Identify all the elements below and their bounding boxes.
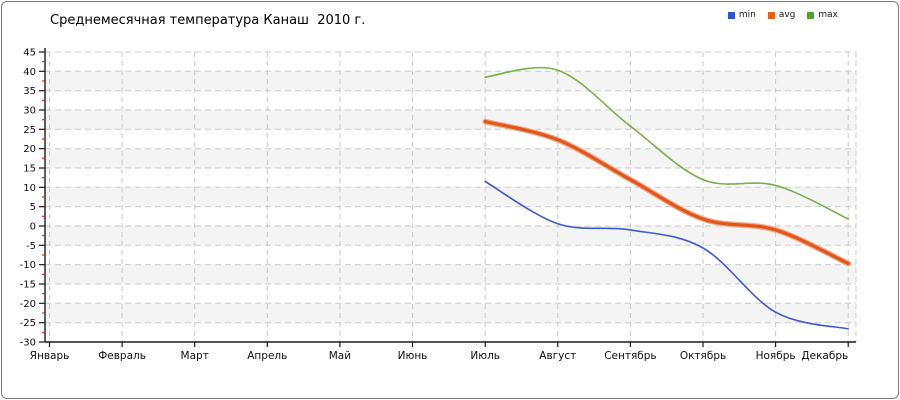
legend-swatch-max: [807, 12, 815, 19]
legend-label-max: max: [818, 10, 838, 20]
plot-background-stripe: [45, 71, 856, 91]
series-line-min: [484, 180, 849, 330]
y-axis-tick-label: 35: [23, 86, 36, 97]
plot-background-stripe: [45, 187, 856, 207]
y-axis-tick-label: -5: [26, 241, 36, 252]
legend-item-avg[interactable]: avg: [767, 10, 796, 20]
y-axis-tick-label: 15: [23, 164, 36, 175]
y-axis-tick-label: -20: [20, 299, 36, 310]
plot-background-stripe: [45, 245, 856, 265]
chart-legend: min avg max: [727, 10, 838, 20]
y-axis-tick-label: 25: [23, 125, 36, 136]
y-axis-tick-label: 10: [23, 183, 36, 194]
series-line-avg: [483, 120, 850, 266]
y-axis-tick-label: -15: [20, 280, 36, 291]
plot-background-stripe: [45, 264, 856, 284]
y-axis-tick-label: 5: [30, 202, 36, 213]
x-axis-month-label: Февраль: [98, 350, 146, 362]
y-axis-tick-label: -30: [20, 338, 36, 349]
plot-background-stripe: [45, 322, 856, 342]
y-axis-tick-label: 30: [23, 106, 36, 117]
x-axis-month-label: Июнь: [398, 350, 428, 362]
legend-item-min[interactable]: min: [727, 10, 756, 20]
x-axis-month-label: Сентябрь: [604, 350, 656, 362]
plot-background-stripe: [45, 168, 856, 188]
plot-background-stripe: [45, 129, 856, 149]
plot-background-stripe: [45, 90, 856, 110]
plot-background-stripe: [45, 52, 856, 72]
y-axis-tick-label: 45: [23, 48, 36, 59]
x-axis-month-label: Август: [539, 350, 576, 362]
legend-label-avg: avg: [778, 10, 796, 20]
plot-background-stripe: [45, 110, 856, 130]
plot-background-stripe: [45, 148, 856, 168]
y-axis-tick-label: -25: [20, 318, 36, 329]
plot-background-stripe: [45, 226, 856, 246]
plot-background-stripe: [45, 303, 856, 323]
x-axis-month-label: Июль: [470, 350, 500, 362]
legend-swatch-avg: [767, 12, 775, 19]
x-axis-month-label: Ноябрь: [756, 350, 796, 362]
legend-item-max[interactable]: max: [807, 11, 838, 20]
y-axis-tick-label: 0: [30, 222, 36, 233]
legend-label-min: min: [738, 10, 756, 20]
y-axis-tick-label: 40: [23, 67, 36, 78]
x-axis-month-label: Март: [181, 350, 209, 362]
y-axis-tick-label: 20: [23, 144, 36, 155]
x-axis-month-label: Декабрь: [801, 350, 848, 362]
x-axis-month-label: Апрель: [247, 350, 287, 362]
y-axis-tick-label: -10: [20, 260, 36, 271]
legend-swatch-min: [727, 12, 735, 19]
x-axis-month-label: Январь: [30, 350, 70, 362]
x-axis-month-label: Октябрь: [680, 350, 726, 362]
plot-background-stripe: [45, 206, 856, 226]
chart-title: Среднемесячная температура Канаш 2010 г.: [50, 13, 366, 28]
series-line-max: [484, 66, 849, 220]
plot-background-stripe: [45, 284, 856, 304]
x-axis-month-label: Май: [329, 350, 351, 362]
